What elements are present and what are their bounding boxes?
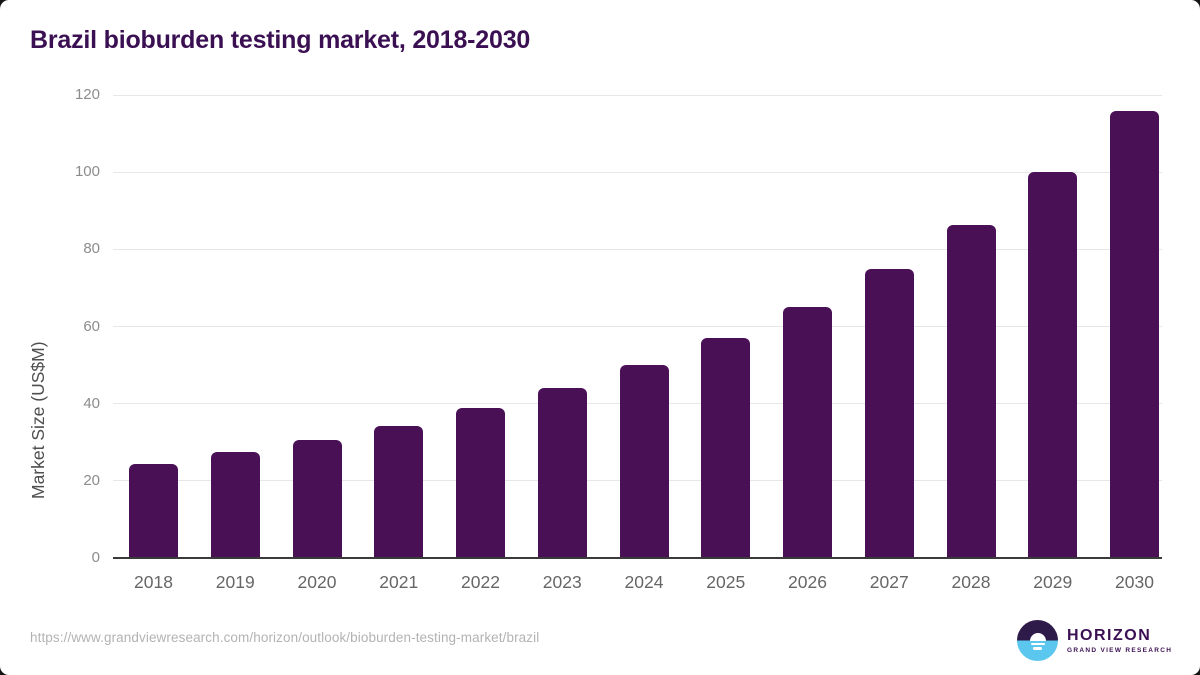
y-axis-title: Market Size (US$M) [28, 341, 48, 499]
x-tick-label-2019: 2019 [215, 572, 255, 592]
x-tick-label-2021: 2021 [379, 572, 419, 592]
bar-2030 [1110, 111, 1159, 557]
gridline-120 [113, 94, 1162, 96]
x-tick-label-2020: 2020 [297, 572, 337, 592]
bar-2019 [210, 452, 260, 557]
bar-2027 [864, 269, 914, 557]
y-tick-label-120: 120 [74, 86, 100, 103]
x-tick-label-2023: 2023 [542, 572, 582, 592]
page-title: Brazil bioburden testing market, 2018-20… [30, 26, 531, 54]
x-tick-label-2025: 2025 [706, 572, 746, 592]
x-tick-label-2018: 2018 [134, 572, 173, 592]
reflection-line-2 [1033, 647, 1042, 650]
reflection-line-1 [1030, 642, 1045, 646]
gridline-80 [113, 248, 1162, 250]
y-tick-label-40: 40 [83, 394, 100, 412]
bar-2018 [129, 464, 178, 557]
x-tick-label-2027: 2027 [869, 572, 909, 592]
bar-2026 [783, 307, 832, 557]
y-tick-label-80: 80 [83, 240, 100, 258]
plot-area: 0 20 40 60 80 100 120 2018 2019 2020 2021 2022 2023… [28, 87, 1162, 592]
sun-glyph [1029, 633, 1046, 641]
x-tick-label-2029: 2029 [1033, 572, 1073, 592]
y-tick-label-100: 100 [74, 163, 100, 181]
x-tick-label-2026: 2026 [788, 572, 827, 592]
x-tick-label-2022: 2022 [461, 572, 500, 592]
x-tick-label-2024: 2024 [624, 572, 664, 592]
x-tick-label-2028: 2028 [951, 572, 991, 592]
y-tick-label-20: 20 [83, 471, 100, 489]
logo-subtitle: GRAND VIEW RESEARCH [1067, 646, 1173, 654]
gridline-60 [113, 326, 1162, 327]
x-tick-label-2030: 2030 [1115, 572, 1154, 592]
horizon-logo: HORIZON GRAND VIEW RESEARCH [1017, 620, 1172, 661]
bar-2023 [537, 388, 587, 557]
logo-text: HORIZON GRAND VIEW RESEARCH [1067, 627, 1172, 655]
x-axis-line [113, 557, 1162, 559]
bar-2028 [946, 225, 996, 557]
bar-2024 [619, 365, 669, 557]
y-tick-label-60: 60 [83, 317, 100, 335]
horizon-sun-icon [1017, 620, 1058, 661]
bar-2021 [374, 426, 424, 557]
gridline-100 [113, 171, 1162, 173]
source-url: https://www.grandviewresearch.com/horizo… [30, 630, 540, 645]
logo-title: HORIZON [1067, 626, 1152, 644]
bar-2025 [701, 338, 751, 557]
bar-2020 [292, 440, 342, 557]
y-tick-label-0: 0 [91, 549, 100, 566]
bar-2029 [1028, 172, 1078, 557]
bar-2022 [456, 408, 505, 557]
